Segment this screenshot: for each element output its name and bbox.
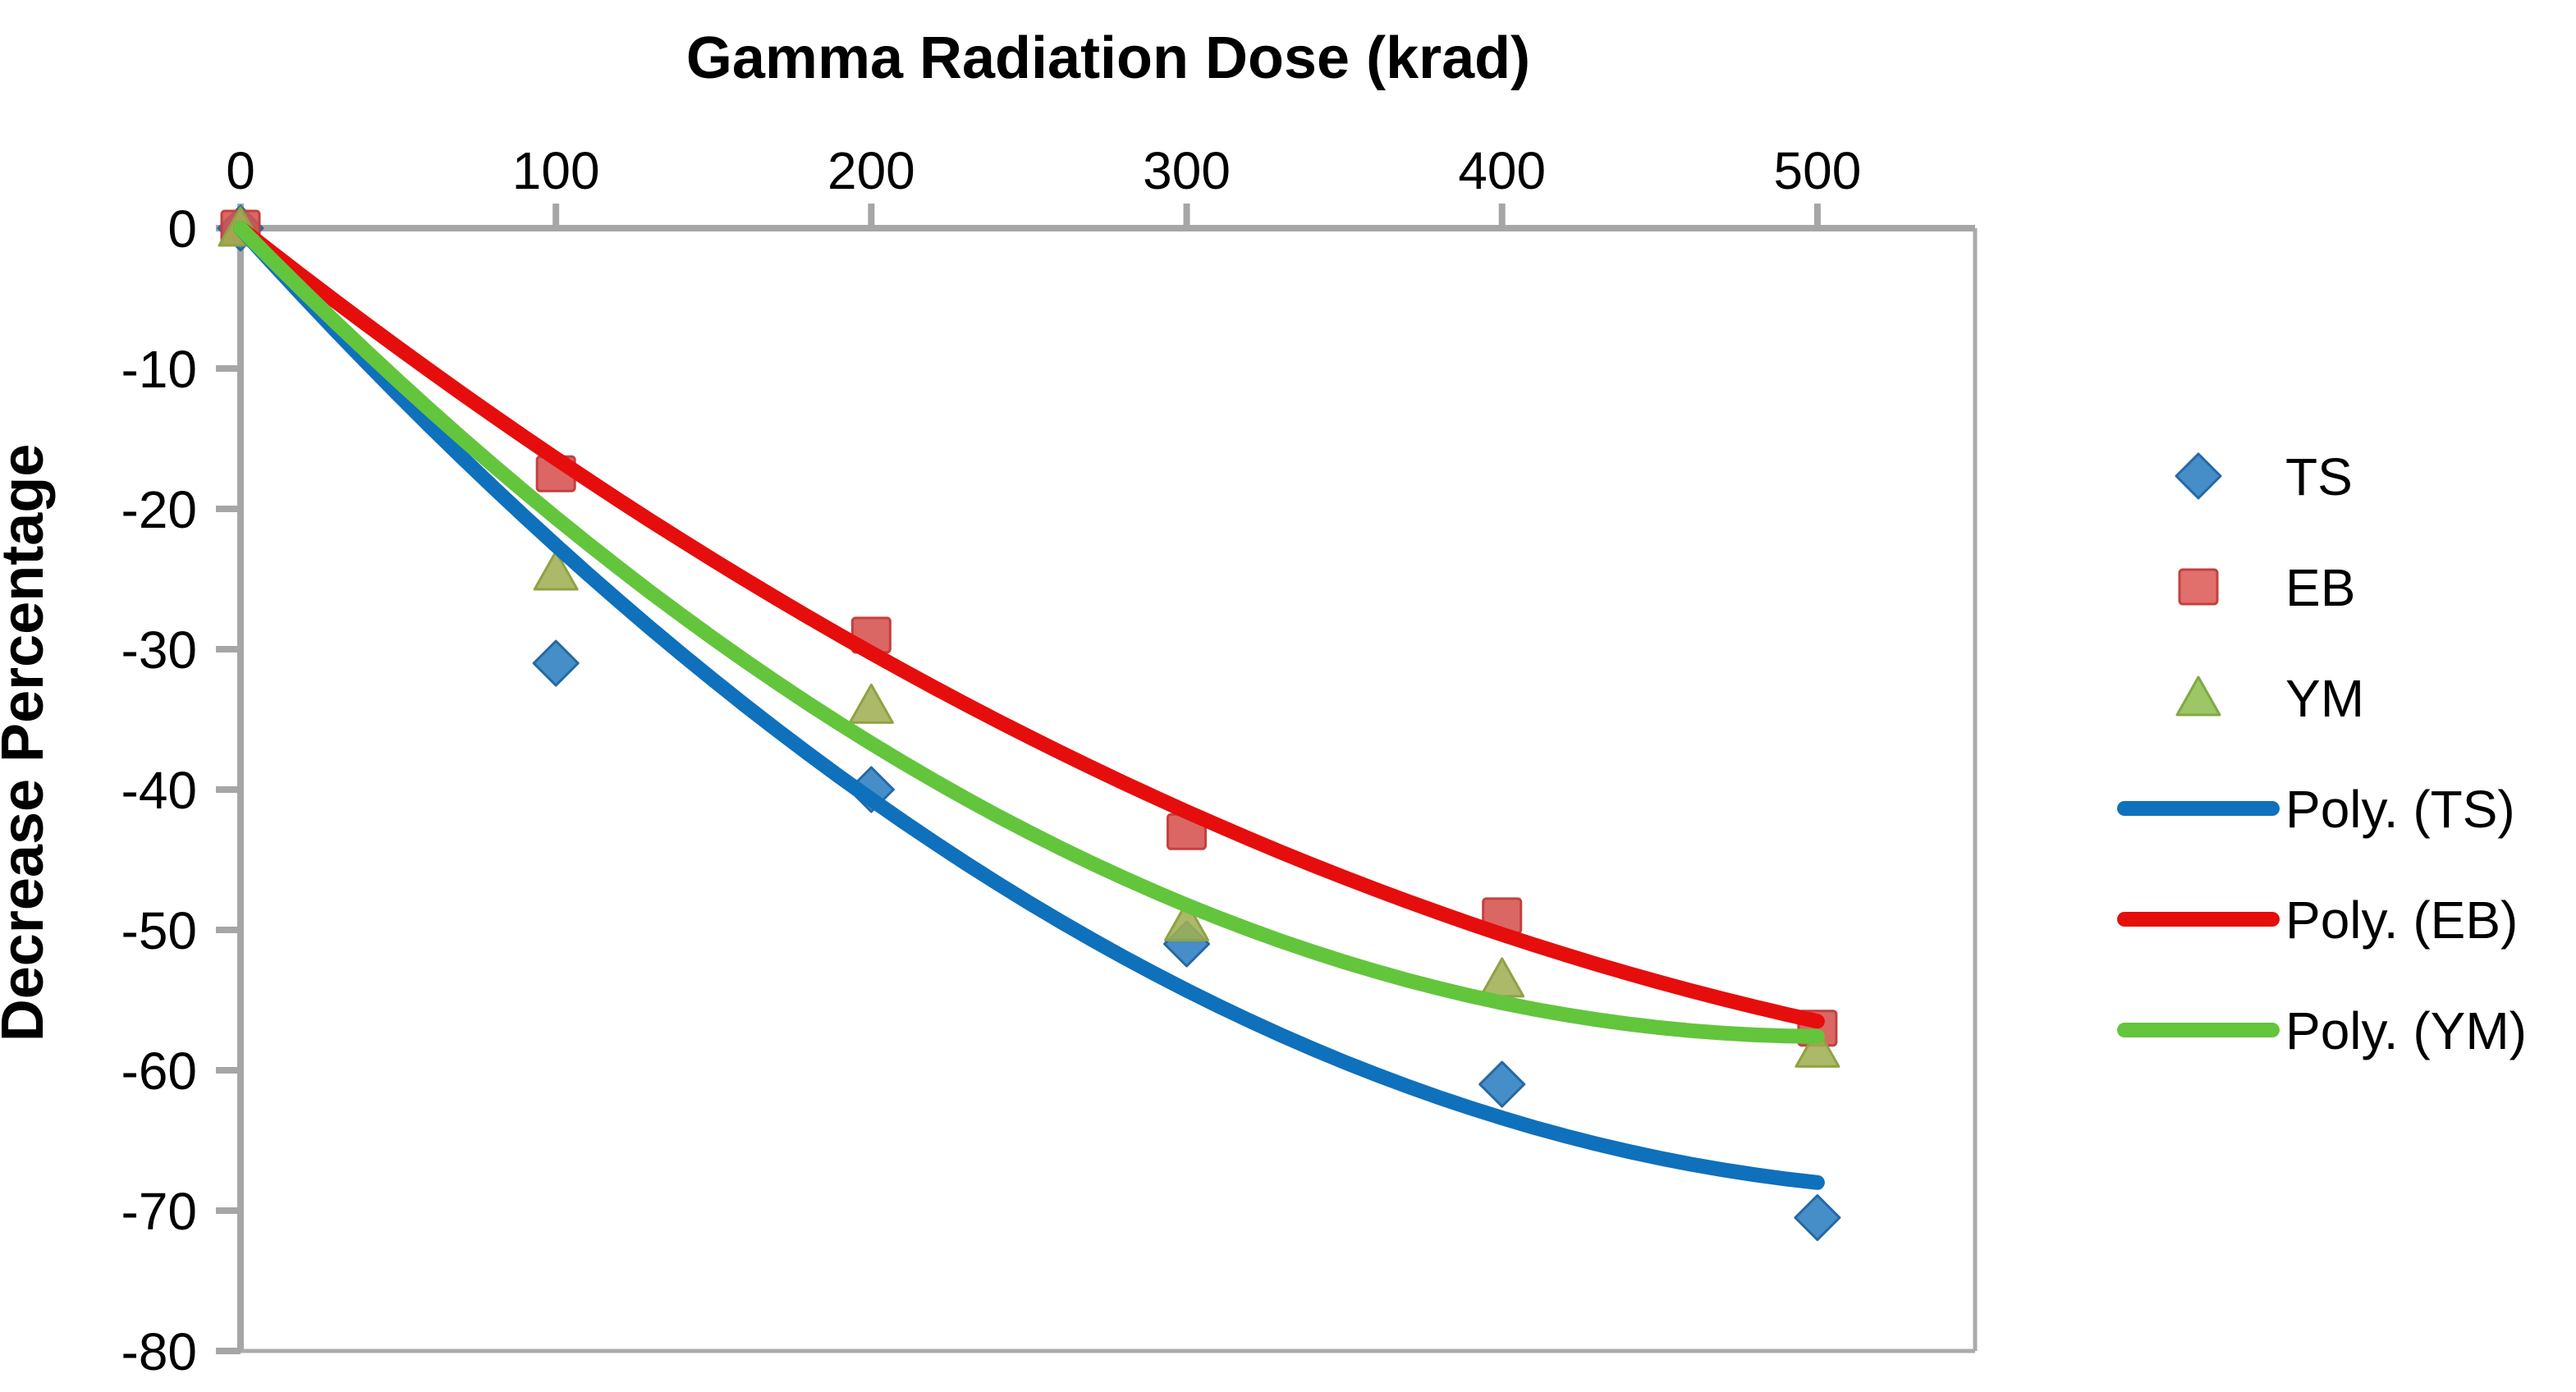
y-tick-label: 0	[167, 199, 197, 259]
y-tick-label: -70	[121, 1182, 198, 1241]
y-tick-label: -60	[121, 1042, 198, 1101]
legend-square-swatch	[2178, 568, 2219, 606]
legend-label: Poly. (YM)	[2285, 1001, 2527, 1060]
x-tick-label: 200	[827, 141, 915, 200]
legend-label: YM	[2285, 669, 2364, 728]
x-tick-label: 400	[1458, 141, 1546, 200]
legend-label: Poly. (EB)	[2285, 891, 2518, 950]
x-tick-label: 500	[1774, 141, 1862, 200]
marker-YM	[533, 550, 579, 591]
trendline-YM	[233, 221, 1825, 1044]
legend-label: TS	[2285, 447, 2353, 506]
marker-YM	[1164, 900, 1210, 941]
marker-TS	[532, 639, 580, 687]
trendline-EB	[233, 221, 1825, 1029]
y-tick-label: -50	[121, 901, 198, 960]
marker-YM	[848, 683, 894, 724]
legend-triangle-swatch	[2175, 675, 2221, 717]
legend-diamond-swatch	[2175, 452, 2222, 500]
marker-YM	[1479, 957, 1525, 998]
y-tick-label: -30	[121, 620, 198, 680]
y-axis-title: Decrease Percentage	[0, 444, 56, 1042]
legend-label: Poly. (TS)	[2285, 780, 2515, 839]
trendline-TS	[233, 221, 1825, 1190]
marker-TS	[1794, 1194, 1841, 1242]
marker-YM	[1794, 1027, 1840, 1068]
y-tick-label: -40	[121, 761, 198, 820]
marker-TS	[1478, 1060, 1526, 1108]
y-tick-label: -20	[121, 480, 198, 539]
x-axis-title: Gamma Radiation Dose (krad)	[686, 25, 1530, 91]
x-tick-label: 100	[512, 141, 600, 200]
y-tick-label: -80	[121, 1322, 198, 1381]
x-tick-label: 300	[1143, 141, 1231, 200]
x-tick-label: 0	[226, 141, 255, 200]
y-tick-label: -10	[121, 340, 198, 399]
legend-label: EB	[2285, 558, 2355, 617]
